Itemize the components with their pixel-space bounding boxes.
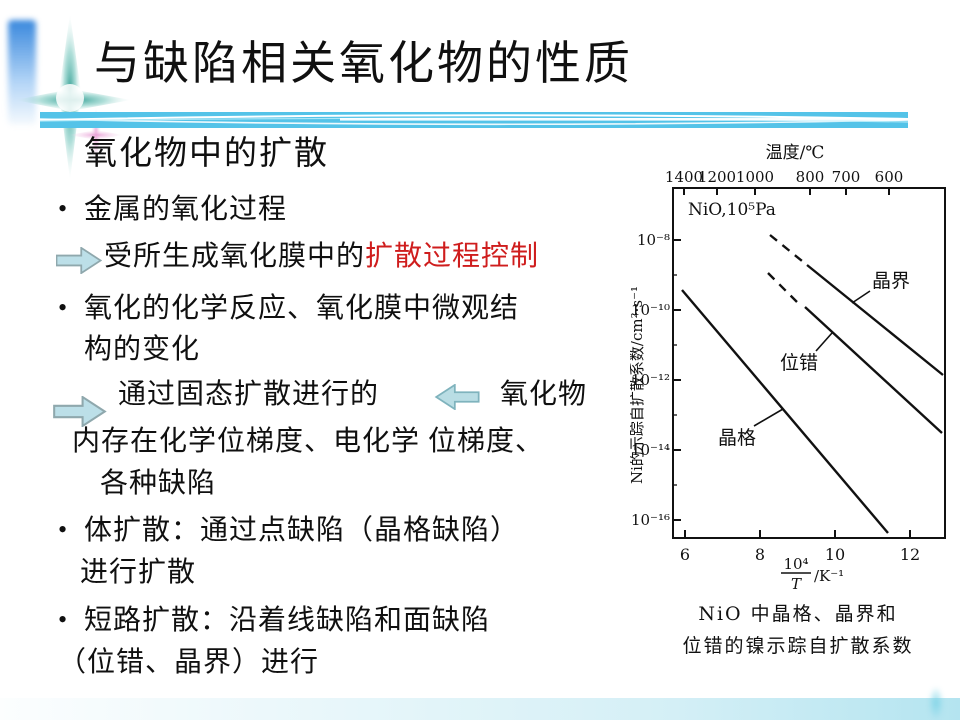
bullet-glyph: • — [58, 293, 69, 322]
left-blue-bar-decoration — [8, 20, 36, 125]
top-tick-label: 700 — [832, 168, 861, 186]
x-axis-label: 10⁴ T /K⁻¹ — [781, 555, 844, 593]
bullet-text: 短路扩散：沿着线缺陷和面缺陷 — [84, 605, 491, 636]
x-axis-unit: /K⁻¹ — [814, 567, 844, 585]
bullet-glyph: • — [58, 194, 69, 223]
lattice-line — [681, 289, 889, 534]
x-tick-label: 8 — [755, 545, 765, 564]
label-pointers — [753, 290, 871, 427]
right-arrow-icon — [56, 247, 102, 274]
y-tick-label: 10⁻¹⁰ — [631, 301, 670, 319]
right-arrow-icon — [53, 396, 107, 427]
chart-condition-label: NiO,10⁵Pa — [688, 200, 776, 220]
bottom-gradient-band — [0, 698, 960, 720]
top-tick-marks — [683, 188, 890, 195]
bullet-line-short-circuit: • 短路扩散：沿着线缺陷和面缺陷 — [58, 605, 490, 637]
grain-boundary-line — [806, 264, 944, 376]
y-tick-marks — [673, 239, 681, 521]
corner-sparkle-decoration — [928, 686, 944, 720]
line-structure-change: 构的变化 — [84, 334, 201, 365]
line-gradients: 内存在化学位梯度、电化学 位梯度、 — [72, 426, 545, 457]
bullet-glyph: • — [58, 605, 69, 634]
bullet-line-bulk-diffusion: • 体扩散：通过点缺陷（晶格缺陷） — [58, 515, 519, 547]
series-label-grain-boundary: 晶界 — [872, 270, 910, 292]
y-tick-label: 10⁻¹⁶ — [631, 511, 670, 529]
bullet-glyph: • — [58, 515, 69, 544]
page-title: 与缺陷相关氧化物的性质 — [94, 38, 633, 89]
x-axis-frac-numerator: 10⁴ — [783, 555, 808, 573]
bullet-text: 金属的氧化过程 — [84, 194, 288, 225]
bullet-text: 体扩散：通过点缺陷（晶格缺陷） — [84, 515, 520, 546]
figure-caption-line1: NiO 中晶格、晶界和 — [698, 603, 897, 625]
y-axis-label: Ni的示踪自扩散系数/cm²·s⁻¹ — [630, 286, 646, 484]
line-oxide-word: 氧化物 — [500, 379, 588, 410]
bullet-text: 氧化的化学反应、氧化膜中微观结 — [84, 293, 520, 324]
top-tick-label: 1400 — [665, 168, 703, 186]
dislocation-line-dashed — [767, 272, 798, 303]
top-tick-label: 1000 — [736, 168, 774, 186]
top-tick-label: 600 — [875, 168, 904, 186]
line-various-defects: 各种缺陷 — [100, 468, 217, 499]
line-solid-state-diffusion: 通过固态扩散进行的 — [118, 379, 380, 410]
y-tick-label: 10⁻¹² — [631, 371, 670, 389]
x-axis-frac-denominator: T — [791, 575, 802, 593]
series-lines — [681, 234, 944, 534]
diffusion-coefficient-chart: 温度/℃ 1400 1200 1000 800 700 600 NiO,10⁵P… — [630, 143, 946, 657]
series-label-dislocation: 位错 — [780, 352, 818, 374]
bullet-line-metal-oxidation: • 金属的氧化过程 — [58, 194, 287, 226]
series-label-lattice: 晶格 — [718, 427, 756, 449]
line-prefix: 受所生成氧化膜中的 — [104, 241, 366, 272]
y-tick-label: 10⁻¹⁴ — [631, 441, 670, 459]
x-tick-marks — [684, 530, 911, 538]
dislocation-line — [804, 306, 943, 434]
x-tick-label: 10 — [825, 545, 845, 564]
chart-top-axis-label: 温度/℃ — [766, 143, 825, 163]
line-short-circuit-cont: （位错、晶界）进行 — [58, 647, 320, 678]
figure-caption-line2: 位错的镍示踪自扩散系数 — [682, 635, 913, 657]
x-tick-label: 12 — [900, 545, 920, 564]
x-tick-label: 6 — [680, 545, 690, 564]
section-heading: 氧化物中的扩散 — [84, 136, 329, 172]
sparkle-star-icon — [15, 14, 131, 180]
line-bulk-diffusion-cont: 进行扩散 — [80, 557, 197, 588]
header-divider-band — [40, 112, 908, 128]
y-tick-label: 10⁻⁸ — [637, 231, 670, 249]
top-tick-label: 800 — [796, 168, 825, 186]
plot-frame — [672, 187, 946, 539]
highlighted-text: 扩散过程控制 — [365, 241, 540, 272]
line-diffusion-controlled: 受所生成氧化膜中的扩散过程控制 — [104, 241, 539, 273]
bullet-line-chem-reaction: • 氧化的化学反应、氧化膜中微观结 — [58, 293, 519, 325]
grain-boundary-line-dashed — [769, 234, 808, 266]
left-arrow-icon — [434, 384, 480, 410]
top-tick-label: 1200 — [698, 168, 736, 186]
